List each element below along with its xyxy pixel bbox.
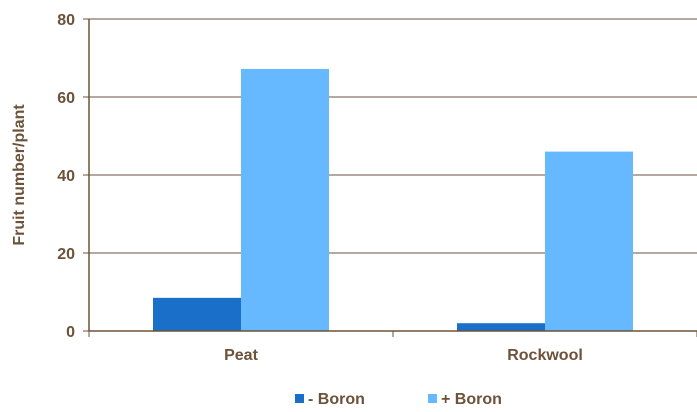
legend-label: - Boron [308, 391, 365, 408]
y-tick-label: 0 [66, 324, 75, 341]
bars [153, 68, 633, 332]
y-axis-label: Fruit number/plant [11, 104, 28, 246]
bar [545, 151, 633, 331]
bar [241, 68, 329, 332]
legend: - Boron + Boron [295, 391, 502, 408]
y-tick-label: 40 [57, 168, 75, 185]
y-tick-label: 20 [57, 246, 75, 263]
y-tick-label: 60 [57, 90, 75, 107]
legend-label: + Boron [441, 391, 502, 408]
bar [457, 323, 545, 331]
axes [83, 18, 697, 337]
x-category-label: Rockwool [507, 347, 583, 364]
x-category-labels: Peat Rockwool [224, 347, 583, 364]
legend-swatch [428, 394, 437, 403]
x-category-label: Peat [224, 347, 258, 364]
y-tick-labels: 0 20 40 60 80 [57, 12, 75, 341]
bar [153, 297, 241, 331]
y-tick-label: 80 [57, 12, 75, 29]
legend-swatch [295, 394, 304, 403]
